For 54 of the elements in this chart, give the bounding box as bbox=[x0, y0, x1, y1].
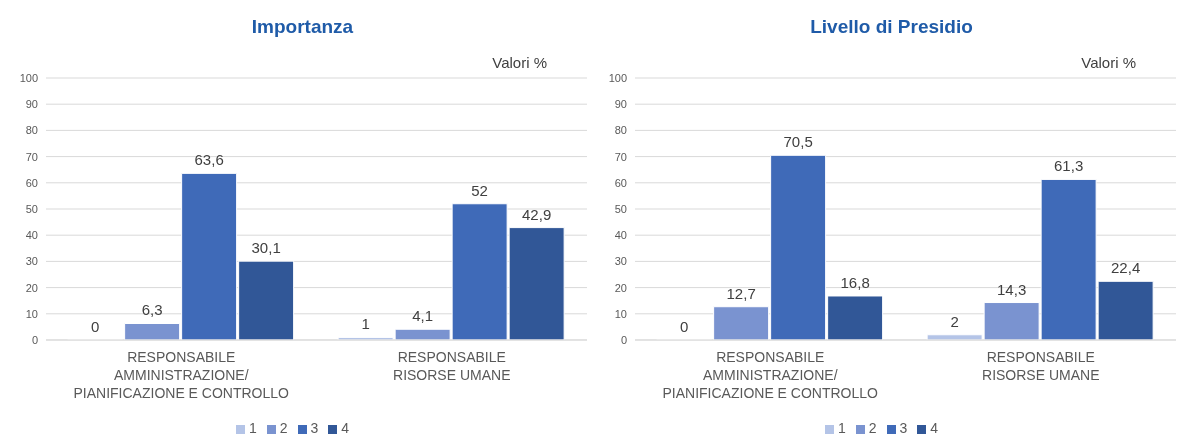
data-label: 61,3 bbox=[1054, 157, 1084, 175]
y-tick-label: 60 bbox=[614, 176, 627, 189]
chart-title: Importanza bbox=[250, 15, 355, 39]
data-label: 12,7 bbox=[726, 284, 756, 302]
y-tick-label: 20 bbox=[25, 281, 38, 294]
legend-label: 2 bbox=[279, 420, 288, 436]
x-tick-label: RESPONSABILE RISORSE UMANE bbox=[982, 349, 1100, 383]
y-tick-label: 60 bbox=[25, 176, 38, 189]
text: Valori % bbox=[492, 54, 547, 71]
legend-label: 1 bbox=[837, 420, 846, 436]
legend-label: 4 bbox=[930, 420, 939, 436]
x-tick-label: RESPONSABILE RISORSE UMANE bbox=[393, 349, 511, 383]
legend-label: 1 bbox=[248, 420, 257, 436]
data-label: 0 bbox=[90, 317, 100, 335]
y-tick-label: 90 bbox=[614, 98, 627, 111]
y-tick-label: 80 bbox=[614, 124, 627, 137]
y-tick-label: 40 bbox=[614, 229, 627, 242]
text: Valori % bbox=[1081, 54, 1136, 71]
data-label: 2 bbox=[950, 312, 959, 330]
data-label: 1 bbox=[361, 315, 370, 333]
y-tick-label: 70 bbox=[614, 150, 627, 163]
y-tick-label: 50 bbox=[25, 202, 38, 215]
y-tick-label: 10 bbox=[614, 307, 627, 320]
data-label: 52 bbox=[471, 181, 488, 199]
y-tick-label: 0 bbox=[31, 333, 38, 346]
legend-label: 3 bbox=[310, 420, 319, 436]
legend-label: 4 bbox=[341, 420, 350, 436]
data-label: 22,4 bbox=[1111, 259, 1141, 277]
legend-label: 2 bbox=[868, 420, 877, 436]
y-tick-label: 70 bbox=[25, 150, 38, 163]
y-tick-label: 80 bbox=[25, 124, 38, 137]
x-tick-label: RESPONSABILE AMMINISTRAZIONE/ PIANIFICAZIONE E CONTROLLO bbox=[73, 349, 290, 401]
data-label: 63,6 bbox=[194, 151, 224, 169]
y-tick-label: 100 bbox=[608, 71, 627, 84]
data-label: 6,3 bbox=[141, 301, 163, 319]
y-tick-label: 0 bbox=[620, 333, 627, 346]
y-tick-label: 20 bbox=[614, 281, 627, 294]
data-label: 42,9 bbox=[522, 205, 552, 223]
y-tick-label: 90 bbox=[25, 98, 38, 111]
y-tick-label: 10 bbox=[25, 307, 38, 320]
data-label: 4,1 bbox=[412, 307, 434, 325]
data-label: 30,1 bbox=[251, 239, 281, 257]
legend-label: 3 bbox=[899, 420, 908, 436]
y-tick-label: 30 bbox=[614, 255, 627, 268]
y-tick-label: 100 bbox=[19, 71, 38, 84]
y-tick-label: 50 bbox=[614, 202, 627, 215]
chart-title: Livello di Presidio bbox=[809, 15, 974, 39]
y-tick-label: 40 bbox=[25, 229, 38, 242]
data-label: 0 bbox=[679, 317, 689, 335]
data-label: 70,5 bbox=[783, 133, 813, 151]
x-tick-label: RESPONSABILE AMMINISTRAZIONE/ PIANIFICAZIONE E CONTROLLO bbox=[662, 349, 879, 401]
data-label: 14,3 bbox=[997, 280, 1027, 298]
y-tick-label: 30 bbox=[25, 255, 38, 268]
data-label: 16,8 bbox=[840, 273, 870, 291]
